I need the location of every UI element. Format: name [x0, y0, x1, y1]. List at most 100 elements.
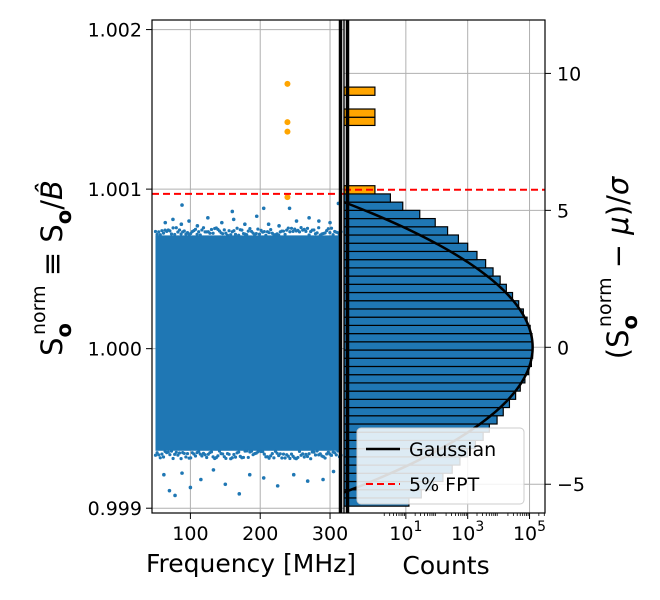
- scatter-outlier-point: [331, 469, 336, 474]
- histogram-bar: [344, 406, 504, 417]
- histogram-bar: [344, 108, 376, 118]
- histogram-bar: [344, 382, 521, 392]
- scatter-outlier-point: [220, 220, 224, 225]
- orange-outlier-point: [284, 128, 291, 135]
- scatter-point: [272, 456, 276, 460]
- scatter-point: [171, 456, 175, 461]
- left-x-ticks: 100 200 300: [172, 513, 348, 545]
- scatter-point: [227, 229, 231, 233]
- scatter-point: [326, 227, 330, 231]
- scatter-point: [286, 226, 290, 230]
- scatter-point: [264, 233, 268, 237]
- scatter-point: [301, 452, 305, 456]
- scatter-outlier-point: [179, 222, 184, 227]
- histogram-bar: [344, 226, 449, 236]
- scatter-point: [166, 450, 170, 454]
- scatter-point: [297, 230, 302, 234]
- scatter-outlier-point: [231, 217, 236, 222]
- right-y-tick-label: 0: [557, 337, 569, 359]
- right-x-tick-label: 105: [513, 519, 546, 545]
- scatter-point: [169, 449, 174, 453]
- scatter-point: [296, 455, 300, 460]
- scatter-point: [286, 454, 290, 458]
- scatter-band: [155, 235, 342, 451]
- scatter-outlier-point: [307, 216, 311, 220]
- scatter-outlier-point: [211, 468, 216, 472]
- scatter-point: [208, 231, 212, 235]
- scatter-point: [174, 450, 178, 454]
- histogram-bar: [344, 357, 532, 368]
- right-axes-frame: [343, 19, 546, 514]
- scatter-point: [161, 231, 166, 235]
- scatter-point: [254, 231, 258, 236]
- scatter-point: [323, 456, 327, 460]
- orange-points: [284, 80, 291, 201]
- scatter-point: [304, 452, 308, 456]
- legend-box: [356, 427, 525, 505]
- histogram-bar: [344, 374, 526, 384]
- legend: Gaussian 5% FPT: [356, 427, 525, 505]
- scatter-point: [227, 452, 231, 456]
- y-axis-label-right: (Sonorm − μ)/σ: [594, 175, 642, 359]
- scatter-outlier-point: [188, 485, 193, 490]
- scatter-point: [237, 233, 241, 237]
- x-axis-label-counts: Counts: [402, 551, 489, 580]
- scatter-point: [193, 454, 198, 458]
- scatter-point: [275, 451, 279, 455]
- scatter-point: [221, 232, 225, 236]
- left-y-tick-label: 1.000: [88, 339, 142, 361]
- scatter-point: [315, 231, 319, 235]
- scatter-point: [193, 227, 198, 231]
- scatter-point: [289, 452, 294, 456]
- scatter-point: [185, 451, 190, 456]
- scatter-point: [305, 226, 310, 230]
- histogram-bar: [344, 390, 517, 400]
- scatter-point: [197, 230, 201, 234]
- scatter-point: [205, 455, 209, 460]
- scatter-outlier-point: [247, 472, 252, 477]
- scatter-point: [305, 454, 310, 459]
- scatter-outlier-point: [223, 482, 228, 487]
- orange-outlier-point: [284, 119, 291, 126]
- scatter-point: [158, 456, 162, 460]
- scatter-point: [283, 456, 287, 460]
- scatter-point: [229, 233, 233, 237]
- scatter-point: [169, 232, 174, 236]
- scatter-point: [155, 232, 159, 237]
- scatter-outlier-point: [171, 217, 175, 222]
- scatter-point: [168, 453, 172, 457]
- left-y-tick-label: 0.999: [88, 498, 142, 520]
- scatter-outlier-point: [287, 206, 292, 211]
- scatter-point: [280, 456, 284, 460]
- histogram-bar: [344, 324, 531, 335]
- svg-text:(Sonorm − μ)/σ: (Sonorm − μ)/σ: [594, 175, 642, 359]
- scatter-point: [217, 449, 222, 453]
- scatter-point: [233, 455, 238, 459]
- scatter-point: [233, 232, 238, 236]
- scatter-outlier-point: [294, 219, 299, 223]
- scatter-point: [304, 229, 308, 233]
- scatter-point: [246, 229, 250, 233]
- scatter-outlier-point: [277, 224, 281, 228]
- histogram-bar: [344, 234, 460, 244]
- histogram-bar: [344, 283, 507, 294]
- scatter-point: [225, 233, 230, 237]
- scatter-point: [157, 230, 161, 234]
- scatter-point: [288, 456, 292, 461]
- histogram-bar: [344, 308, 524, 318]
- scatter-point: [216, 454, 220, 458]
- scatter-point: [209, 450, 214, 454]
- histogram-bar: [344, 341, 534, 351]
- scatter-point: [288, 230, 292, 234]
- scatter-point: [262, 452, 266, 456]
- scatter-point: [173, 232, 177, 237]
- right-y-ticks: −5 0 5 10: [545, 63, 585, 496]
- scatter-point: [267, 231, 271, 235]
- scatter-outlier-point: [237, 492, 242, 496]
- scatter-point: [277, 233, 281, 237]
- scatter-outlier-point: [261, 206, 266, 211]
- scatter-outlier-point: [243, 222, 247, 227]
- orange-outlier-point: [284, 194, 291, 201]
- scatter-point: [270, 452, 274, 456]
- scatter-point: [179, 457, 183, 461]
